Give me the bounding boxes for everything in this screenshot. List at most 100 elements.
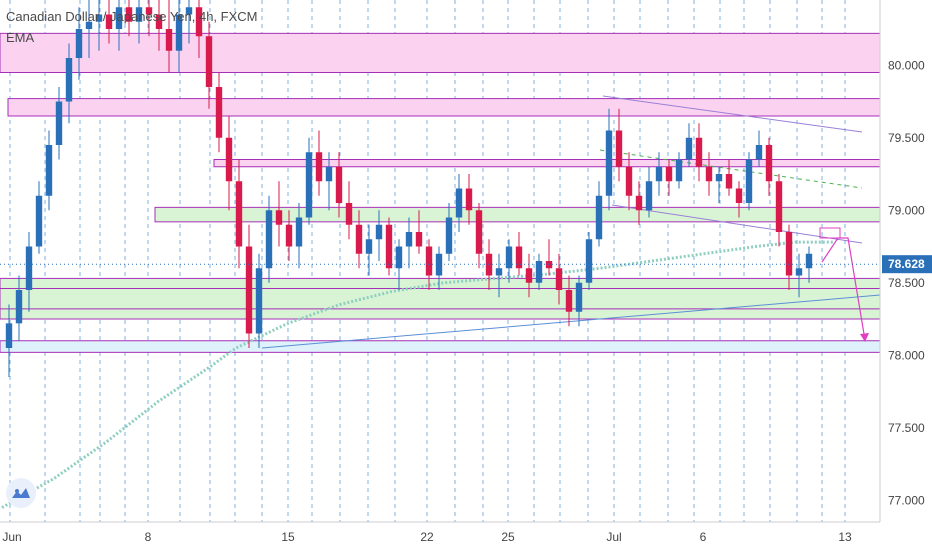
y-tick-label: 79.000 [888, 203, 925, 217]
candle-body [485, 253, 493, 276]
candle-body [35, 195, 43, 247]
y-tick-label: 77.500 [888, 421, 925, 435]
projection-arrow-head [860, 333, 869, 342]
candle-body [215, 87, 223, 138]
candle-body [165, 29, 173, 51]
candle-body [195, 7, 203, 37]
candle-body [135, 7, 143, 22]
candle-body [125, 7, 133, 22]
x-tick-label: 15 [281, 530, 295, 544]
x-tick-label: Jul [606, 530, 621, 544]
y-tick-label: 78.500 [888, 276, 925, 290]
candle-body [305, 152, 313, 218]
candle-body [315, 152, 323, 182]
candle-body [585, 239, 593, 283]
candle-body [455, 188, 463, 218]
candle-body [725, 174, 733, 189]
candle-body [425, 246, 433, 276]
candle-body [325, 166, 333, 182]
candle-body [395, 246, 403, 269]
candle-body [685, 137, 693, 160]
x-tick-label: 22 [420, 530, 434, 544]
candle-body [375, 224, 383, 240]
candle-body [435, 253, 443, 276]
candle-body [345, 203, 353, 225]
candle-body [365, 239, 373, 254]
y-tick-label: 80.000 [888, 58, 925, 72]
ema-line [1, 240, 834, 509]
candle-body [515, 246, 523, 269]
candle-body [145, 7, 153, 15]
candle-body [775, 181, 783, 232]
candle-body [45, 145, 53, 196]
zone-blue [0, 340, 881, 353]
y-tick-label: 77.000 [888, 493, 925, 507]
candle-body [175, 14, 183, 51]
candle-body [65, 58, 73, 102]
candle-body [295, 217, 303, 247]
candle-body [335, 166, 343, 203]
candle-body [415, 232, 423, 247]
candle-body [445, 217, 453, 254]
candle-body [85, 21, 93, 29]
candle-body [565, 290, 573, 312]
candle-body [735, 188, 743, 203]
tradingview-logo-icon[interactable] [6, 478, 36, 508]
candle-body [105, 14, 113, 29]
candle-body [95, 14, 103, 22]
candle-body [385, 224, 393, 269]
candle-body [625, 166, 633, 196]
candle-body [665, 166, 673, 182]
candle-body [355, 224, 363, 254]
candle-body [785, 232, 793, 276]
projection-box [819, 227, 841, 239]
candle-body [75, 29, 83, 58]
candle-body [155, 14, 163, 29]
candle-body [235, 181, 243, 247]
candle-body [245, 246, 253, 334]
candle-body [255, 268, 263, 334]
candle-body [715, 174, 723, 182]
candle-body [555, 268, 563, 290]
candle-body [265, 210, 273, 269]
x-tick-label: 25 [501, 530, 515, 544]
candle-body [405, 232, 413, 247]
last-price-label: 78.628 [888, 257, 925, 271]
candle-body [805, 253, 813, 269]
candle-body [635, 195, 643, 211]
indicator-label[interactable]: EMA [6, 30, 35, 45]
y-tick-label: 78.000 [888, 348, 925, 362]
candle-body [205, 36, 213, 87]
candle-body [495, 268, 503, 276]
chart-title: Canadian Dollar / Japanese Yen, 4h, FXCM [6, 9, 258, 24]
candle-body [615, 130, 623, 167]
trendline-support [261, 294, 881, 349]
candle-body [55, 101, 63, 145]
candle-body [575, 282, 583, 312]
candle-body [475, 210, 483, 254]
x-tick-label: 13 [838, 530, 852, 544]
candle-body [755, 145, 763, 160]
zone-pink [0, 32, 881, 73]
candle-body [25, 246, 33, 290]
trendline-upper [602, 95, 863, 133]
candle-body [465, 188, 473, 211]
candle-body [285, 224, 293, 247]
x-tick-label: Jun [2, 530, 21, 544]
candle-body [505, 246, 513, 269]
candle-body [275, 210, 283, 225]
candle-body [5, 323, 13, 348]
y-tick-label: 79.500 [888, 131, 925, 145]
candle-body [645, 181, 653, 211]
zone-pink [213, 159, 881, 168]
candle-body [795, 268, 803, 276]
last-price-badge [882, 255, 932, 274]
x-tick-label: 6 [700, 530, 707, 544]
projection-arrow [821, 237, 866, 341]
candle-body [525, 268, 533, 283]
candle-body [655, 166, 663, 182]
candle-body [765, 145, 773, 182]
x-tick-label: 8 [145, 530, 152, 544]
